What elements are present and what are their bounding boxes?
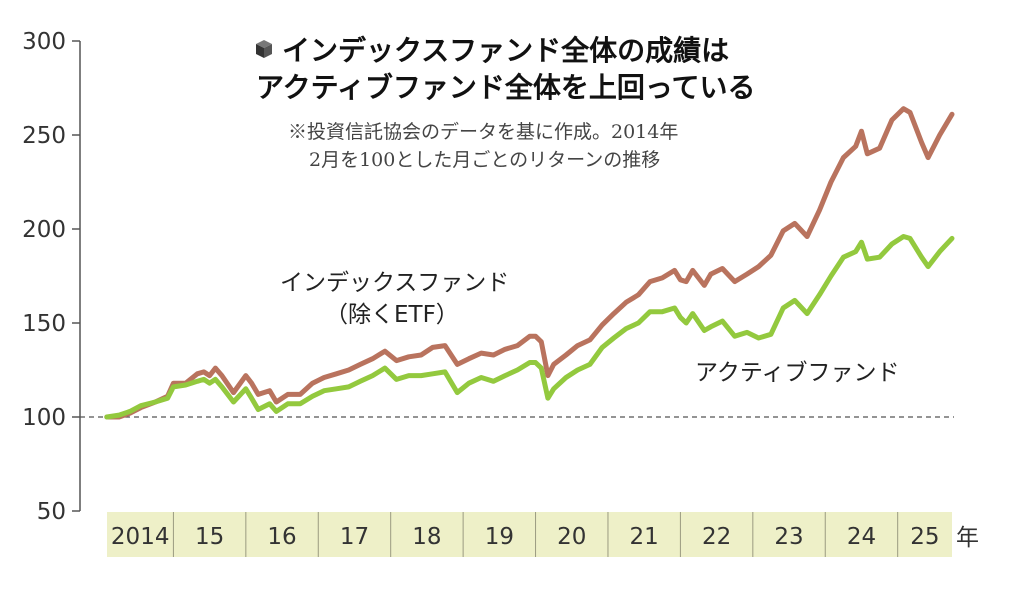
series-label-index-sub: （除くETF）: [325, 302, 459, 328]
y-tick-label: 100: [22, 405, 66, 431]
x-axis-labels: 2014 15 16 17 18 19 20 21 22 23 24 25: [111, 524, 940, 550]
chart-title-line-2: アクティブファンド全体を上回っている: [256, 71, 756, 104]
x-tick-label: 20: [557, 524, 586, 550]
title-bullet-icon: [256, 40, 272, 58]
legend-active: アクティブファンド: [695, 360, 899, 386]
title-block: インデックスファンド全体の成績は アクティブファンド全体を上回っている: [256, 34, 756, 104]
x-tick-label: 15: [195, 524, 224, 550]
y-tick-label: 250: [22, 123, 66, 149]
chart-note-line-1: ※投資信託協会のデータを基に作成。2014年: [288, 121, 678, 143]
y-axis: 300 250 200 150 100 50: [22, 29, 81, 525]
x-tick-label: 16: [267, 524, 296, 550]
year-unit-label: 年: [956, 525, 979, 551]
x-tick-label: 2014: [111, 524, 170, 550]
series-label-index: インデックスファンド: [280, 270, 509, 296]
y-tick-label: 300: [22, 29, 66, 55]
x-tick-label: 25: [910, 524, 939, 550]
x-tick-label: 17: [340, 524, 369, 550]
series-line-active: [104, 234, 955, 420]
x-tick-label: 19: [485, 524, 514, 550]
year-band-background: [107, 512, 952, 557]
y-tick-label: 200: [22, 217, 66, 243]
x-tick-label: 24: [847, 524, 876, 550]
x-tick-label: 22: [702, 524, 731, 550]
y-tick-label: 50: [37, 499, 66, 525]
series-label-active: アクティブファンド: [695, 360, 899, 386]
note-block: ※投資信託協会のデータを基に作成。2014年 2月を100とした月ごとのリターン…: [288, 121, 678, 171]
series-lines: [104, 106, 955, 420]
chart-title-line-1: インデックスファンド全体の成績は: [282, 34, 729, 67]
x-tick-label: 23: [774, 524, 803, 550]
x-tick-label: 18: [412, 524, 441, 550]
y-tick-label: 150: [22, 311, 66, 337]
x-tick-label: 21: [630, 524, 659, 550]
year-band: [107, 512, 952, 557]
legend-index: インデックスファンド （除くETF）: [280, 270, 509, 328]
series-line-index: [104, 106, 955, 420]
chart-note-line-2: 2月を100とした月ごとのリターンの推移: [309, 149, 660, 171]
